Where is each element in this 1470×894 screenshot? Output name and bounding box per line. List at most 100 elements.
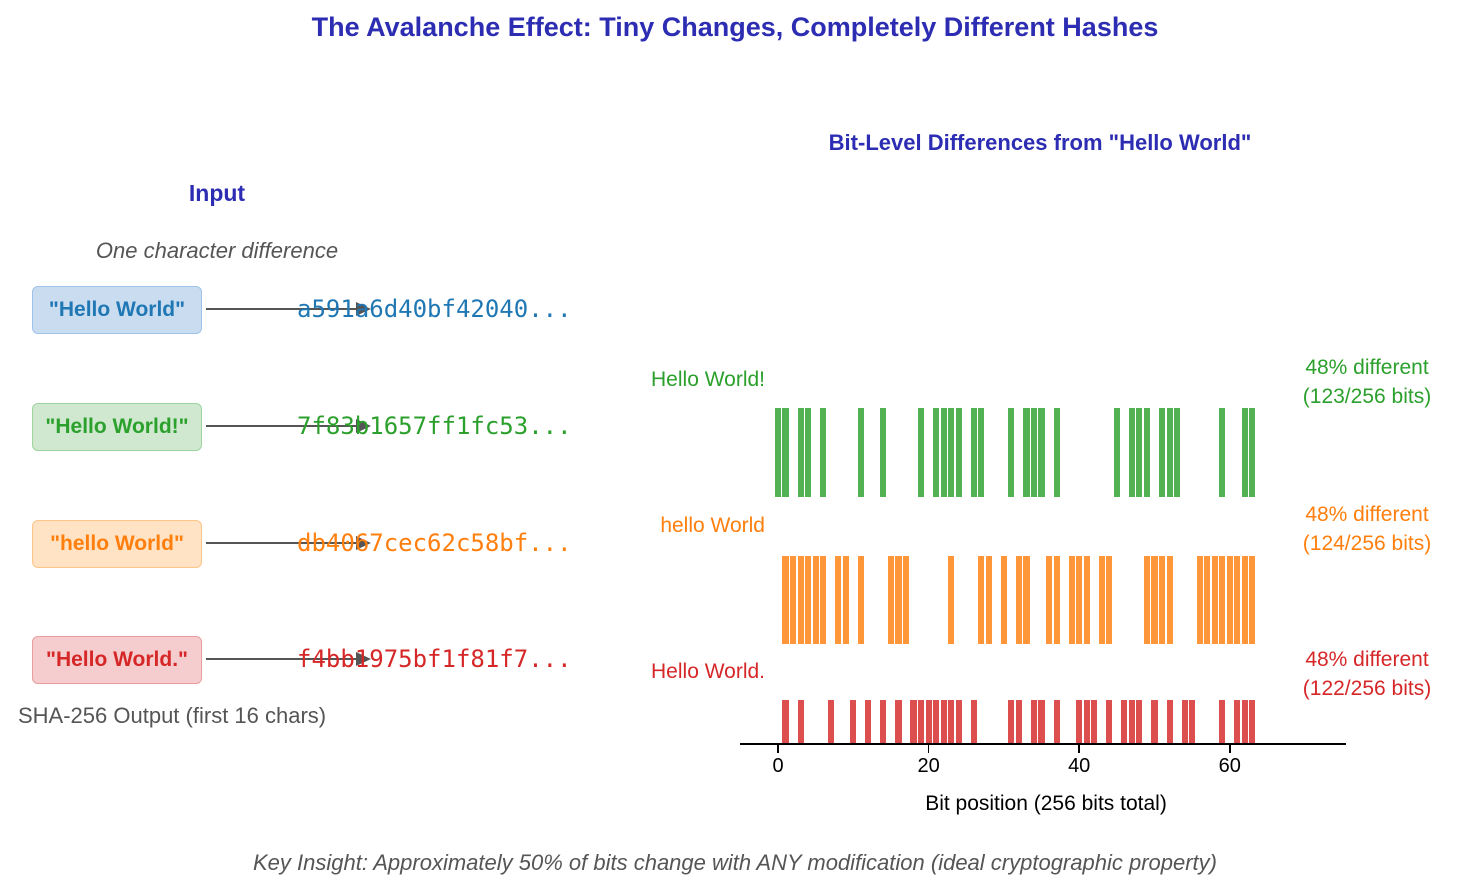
input-box-hello-world: "Hello World" bbox=[32, 286, 202, 334]
input-section-header: Input bbox=[188, 180, 246, 206]
diff-bit-bar bbox=[1128, 408, 1135, 497]
diff-bit-bar bbox=[774, 408, 782, 497]
arrow-line bbox=[206, 308, 358, 311]
diff-bit-bar bbox=[1151, 700, 1158, 743]
arrow-line bbox=[206, 658, 358, 661]
input-label: "Hello World" bbox=[48, 298, 186, 321]
diff-bit-bar bbox=[918, 700, 925, 743]
diff-bit-bar bbox=[857, 556, 864, 644]
diff-bit-bar bbox=[1151, 556, 1158, 644]
diff-percent: 48% different bbox=[1305, 356, 1429, 379]
diff-bit-bar bbox=[1143, 556, 1151, 644]
x-axis-tick-mark bbox=[777, 745, 779, 753]
series-label-hello-world-period: Hello World. bbox=[651, 660, 765, 683]
diff-bit-bar bbox=[1053, 556, 1060, 644]
arrow-line bbox=[206, 542, 358, 545]
diff-bit-bar bbox=[1166, 408, 1173, 497]
diff-bit-bar bbox=[805, 408, 812, 497]
diff-bit-bar bbox=[910, 700, 917, 743]
x-axis-label: Bit position (256 bits total) bbox=[925, 792, 1167, 815]
diff-bit-bar bbox=[820, 556, 827, 644]
diff-bit-bar bbox=[1083, 700, 1090, 743]
diff-bit-bar bbox=[797, 408, 804, 497]
diff-bit-bar bbox=[1023, 408, 1030, 497]
diff-bits-count: (123/256 bits) bbox=[1302, 385, 1432, 408]
input-subtitle: One character difference bbox=[95, 238, 339, 263]
diff-bit-bar bbox=[1076, 700, 1083, 743]
hash-output-red: f4bb1975bf1f81f7... bbox=[297, 645, 572, 673]
sha-output-caption: SHA-256 Output (first 16 chars) bbox=[18, 703, 327, 728]
diff-bit-bar bbox=[955, 700, 962, 743]
diff-bit-bar bbox=[1015, 700, 1023, 743]
diff-annotation-red: 48% different (122/256 bits) bbox=[1272, 645, 1462, 703]
diff-bit-bar bbox=[797, 556, 804, 644]
diff-bit-bar bbox=[1046, 556, 1053, 644]
diff-bit-bar bbox=[1030, 700, 1038, 743]
input-label: "Hello World." bbox=[45, 648, 189, 671]
diff-bit-bar bbox=[857, 408, 864, 497]
diff-bit-bar bbox=[1249, 700, 1256, 743]
diff-annotation-green: 48% different (123/256 bits) bbox=[1272, 353, 1462, 411]
diff-bit-bar bbox=[1023, 556, 1030, 644]
input-label: "hello World" bbox=[50, 532, 184, 555]
diff-bit-bar bbox=[1128, 700, 1135, 743]
diff-bit-bar bbox=[1000, 556, 1007, 644]
diff-bit-bar bbox=[865, 700, 872, 743]
diff-bit-bar bbox=[1241, 408, 1248, 497]
diff-annotation-orange: 48% different (124/256 bits) bbox=[1272, 500, 1462, 558]
series-label-lowercase-hello-world: hello World bbox=[660, 514, 765, 537]
diff-bit-bar bbox=[1136, 408, 1143, 497]
diff-bit-bar bbox=[1083, 556, 1090, 644]
x-axis-tick-label: 60 bbox=[1218, 755, 1241, 777]
diff-bit-bar bbox=[880, 408, 887, 497]
diff-percent: 48% different bbox=[1305, 503, 1429, 526]
x-axis-line bbox=[740, 743, 1346, 745]
input-box-hello-world-period: "Hello World." bbox=[32, 636, 202, 684]
series-label-hello-world-exclaim: Hello World! bbox=[651, 368, 765, 391]
diff-bit-bar bbox=[933, 408, 940, 497]
diff-bit-bar bbox=[1189, 700, 1196, 743]
diff-bit-bar bbox=[805, 556, 812, 644]
diff-bit-bar bbox=[880, 700, 887, 743]
chart-title: Bit-Level Differences from "Hello World" bbox=[828, 130, 1252, 155]
hash-output-blue: a591a6d40bf42040... bbox=[297, 295, 572, 323]
arrow-head-icon bbox=[356, 302, 371, 316]
x-axis-tick-label: 40 bbox=[1068, 755, 1091, 777]
diff-bit-bar bbox=[1249, 408, 1256, 497]
diff-bit-bar bbox=[1234, 700, 1241, 743]
diff-percent: 48% different bbox=[1305, 648, 1429, 671]
x-axis-ticks: 0 20 40 60 bbox=[740, 743, 1352, 783]
diff-bit-bar bbox=[1143, 408, 1151, 497]
diff-bit-bar bbox=[1249, 556, 1256, 644]
diff-bit-bar bbox=[955, 408, 962, 497]
diff-bit-bar bbox=[1053, 408, 1060, 497]
diff-bit-bar bbox=[850, 700, 857, 743]
diff-bit-bar bbox=[1158, 556, 1166, 644]
diff-bit-bar bbox=[978, 408, 985, 497]
diff-bit-bar bbox=[902, 556, 910, 644]
bit-diff-strip-green bbox=[740, 408, 1352, 497]
diff-bit-bar bbox=[1068, 556, 1075, 644]
diff-bit-bar bbox=[1234, 556, 1241, 644]
diff-bit-bar bbox=[842, 556, 849, 644]
diff-bit-bar bbox=[1076, 556, 1083, 644]
diff-bit-bar bbox=[1241, 700, 1248, 743]
x-axis-tick-mark bbox=[1078, 745, 1080, 753]
figure-title: The Avalanche Effect: Tiny Changes, Comp… bbox=[311, 12, 1159, 42]
diff-bit-bar bbox=[1113, 408, 1120, 497]
diff-bit-bar bbox=[1166, 556, 1173, 644]
diff-bit-bar bbox=[948, 408, 955, 497]
diff-bits-count: (124/256 bits) bbox=[1302, 532, 1432, 555]
diff-bit-bar bbox=[1053, 700, 1060, 743]
hash-output-orange: db4067cec62c58bf... bbox=[297, 529, 572, 557]
diff-bit-bar bbox=[895, 556, 902, 644]
diff-bit-bar bbox=[1181, 700, 1188, 743]
hash-output-green: 7f83b1657ff1fc53... bbox=[297, 412, 572, 440]
diff-bit-bar bbox=[1091, 700, 1098, 743]
diff-bit-bar bbox=[1008, 700, 1015, 743]
diff-bit-bar bbox=[1196, 556, 1203, 644]
bit-diff-strip-red bbox=[740, 700, 1352, 743]
diff-bit-bar bbox=[940, 408, 947, 497]
diff-bit-bar bbox=[970, 408, 977, 497]
bit-diff-strip-orange bbox=[740, 556, 1352, 644]
